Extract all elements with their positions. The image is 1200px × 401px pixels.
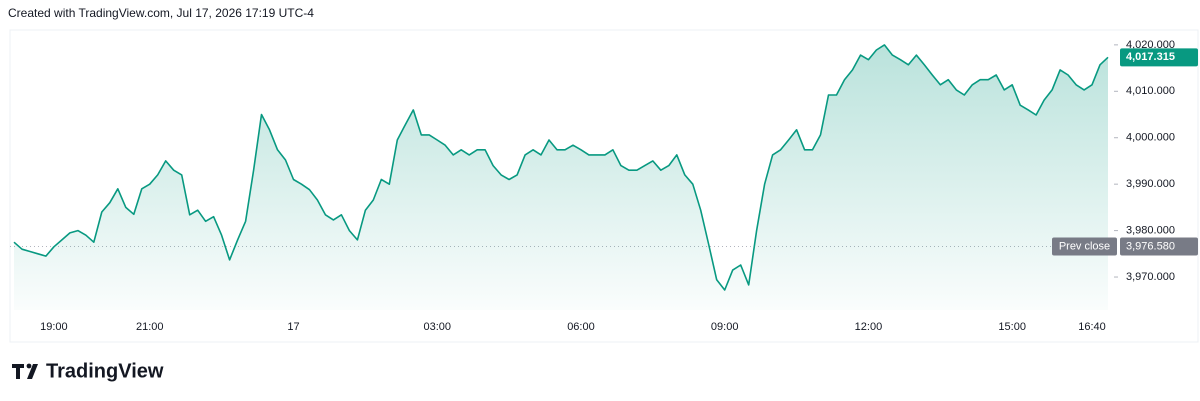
prev-close-name: Prev close bbox=[1059, 240, 1110, 252]
x-tick-label: 19:00 bbox=[40, 321, 68, 333]
y-tick-label: 3,990.000 bbox=[1126, 178, 1175, 190]
prev-close-tag bbox=[1052, 237, 1117, 256]
y-tick-label: 4,010.000 bbox=[1126, 85, 1175, 97]
prev-close-value: 3,976.580 bbox=[1126, 240, 1175, 252]
price-line bbox=[13, 44, 1109, 291]
y-tick-label: 4,000.000 bbox=[1126, 132, 1175, 144]
prev-close-value-tag bbox=[1120, 237, 1198, 256]
x-tick-label: 09:00 bbox=[711, 321, 739, 333]
x-tick-label: 03:00 bbox=[423, 321, 451, 333]
x-tick-label: 16:40 bbox=[1078, 321, 1106, 333]
last-price-tag bbox=[1120, 48, 1198, 67]
brand: TradingView bbox=[46, 360, 164, 382]
x-tick-label: 15:00 bbox=[998, 321, 1026, 333]
x-tick-label: 12:00 bbox=[855, 321, 883, 333]
credit: Created with TradingView.com, Jul 17, 20… bbox=[8, 6, 314, 20]
x-tick-label: 21:00 bbox=[136, 321, 164, 333]
chart-frame bbox=[9, 29, 1199, 343]
y-tick-label: 3,980.000 bbox=[1126, 225, 1175, 237]
area-fill bbox=[14, 44, 1108, 311]
x-tick-label: 17 bbox=[287, 321, 299, 333]
y-tick-label: 4,020.000 bbox=[1126, 39, 1175, 51]
last-price-value: 4,017.315 bbox=[1126, 51, 1175, 63]
y-tick-label: 3,970.000 bbox=[1126, 271, 1175, 283]
brand-logo bbox=[12, 363, 38, 379]
x-tick-label: 06:00 bbox=[567, 321, 595, 333]
